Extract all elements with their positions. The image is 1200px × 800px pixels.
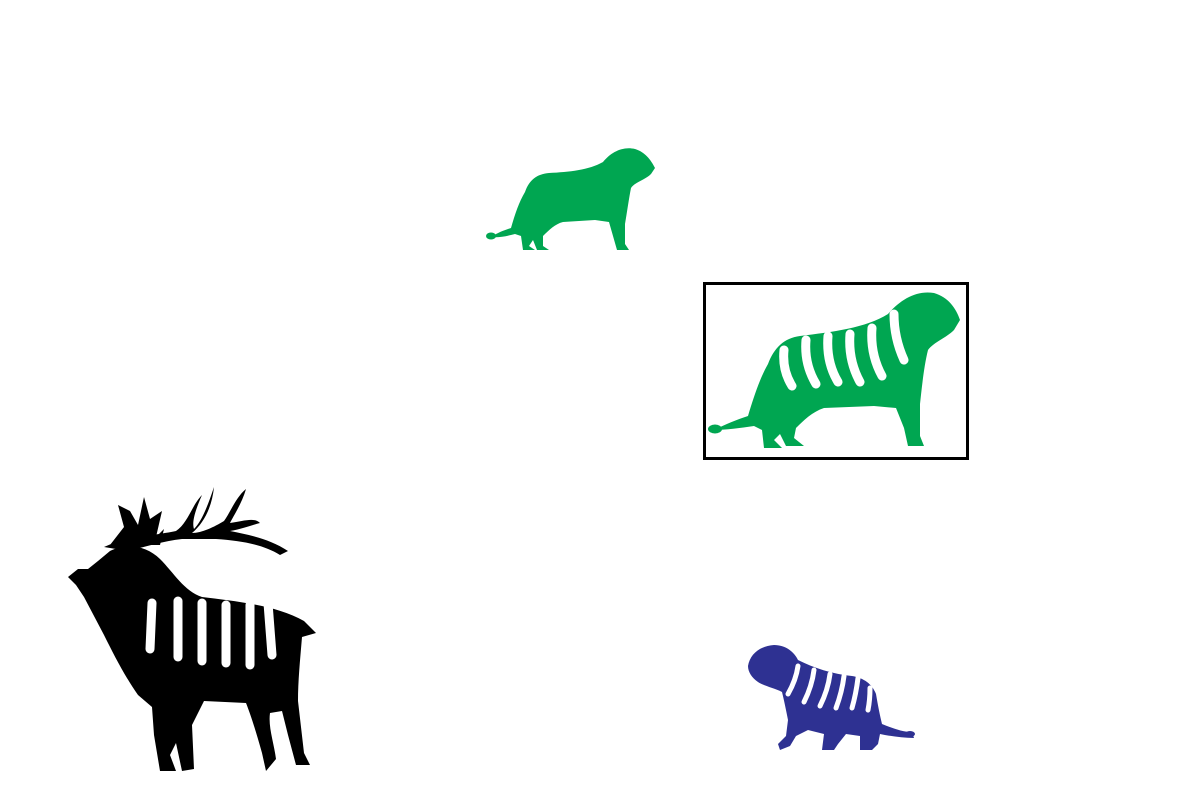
stripes	[145, 596, 277, 670]
stripes	[785, 663, 873, 713]
deer-silhouette	[68, 487, 316, 771]
green-lion-figure[interactable]	[485, 140, 660, 260]
lion-silhouette	[486, 148, 655, 250]
striped-black-deer-figure[interactable]	[64, 465, 324, 780]
selection-frame[interactable]	[703, 282, 969, 460]
stripes	[779, 309, 909, 391]
striped-blue-lion-figure[interactable]	[744, 640, 919, 755]
lion-silhouette	[748, 645, 915, 750]
striped-green-lion-figure[interactable]	[708, 288, 966, 456]
